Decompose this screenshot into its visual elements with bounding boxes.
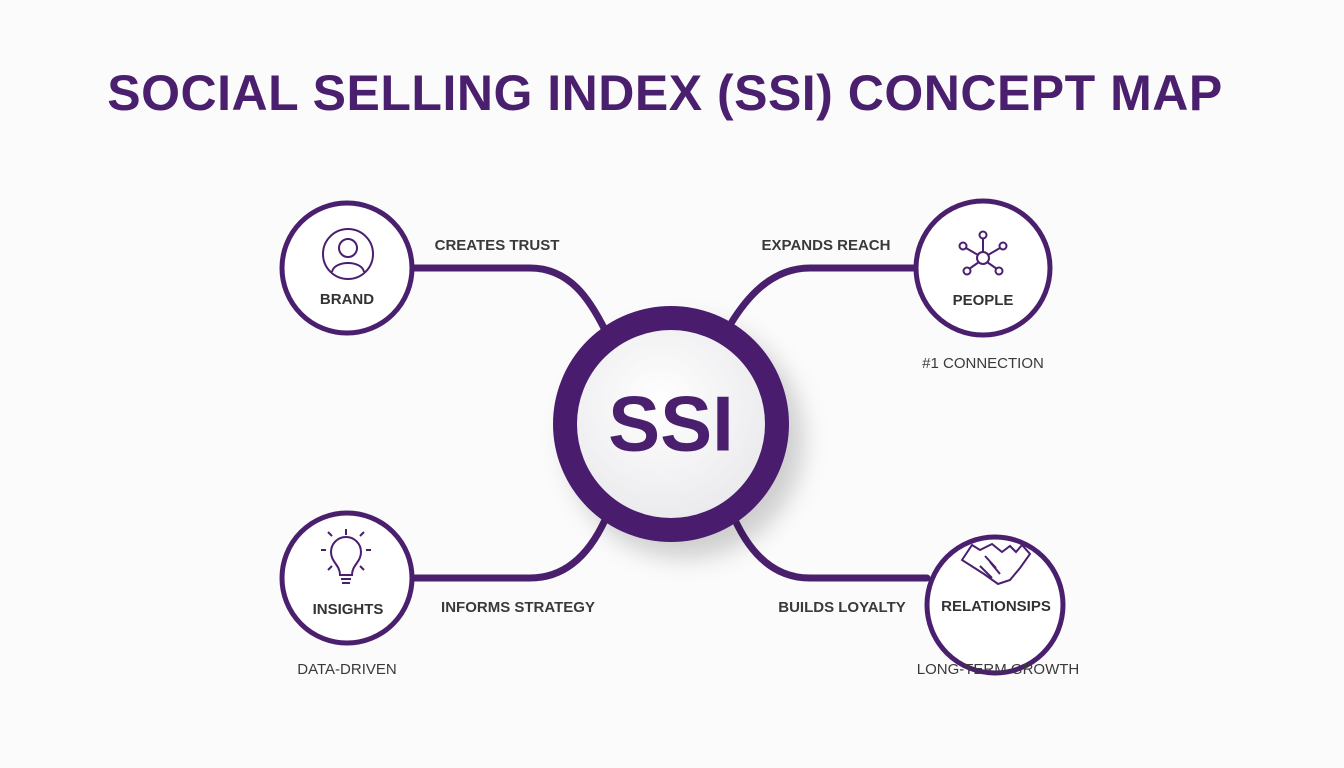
node-label-relationships: RELATIONSIPS	[941, 598, 1051, 615]
node-label-insights: INSIGHTS	[312, 601, 384, 618]
connector-relationships	[731, 516, 931, 582]
node-brand	[279, 200, 415, 336]
node-relationships	[924, 534, 1066, 676]
user-icon	[322, 228, 374, 280]
caption-people: #1 CONNECTION	[922, 355, 1044, 372]
network-icon	[958, 230, 1008, 276]
connector-insights	[408, 516, 609, 582]
edge-label-people: EXPANDS REACH	[761, 237, 891, 254]
node-people	[913, 198, 1053, 338]
edge-label-insights: INFORMS STRATEGY	[441, 599, 595, 616]
node-label-brand: BRAND	[319, 291, 375, 308]
caption-relationships: LONG-TERM GROWTH	[916, 661, 1080, 678]
node-label-people: PEOPLE	[952, 292, 1014, 309]
center-node	[553, 306, 789, 542]
edge-label-relationships: BUILDS LOYALTY	[778, 599, 906, 616]
handshake-icon	[960, 542, 1032, 586]
connector-people	[726, 264, 920, 329]
center-label: SSI	[608, 379, 734, 468]
edge-label-brand: CREATES TRUST	[434, 237, 560, 254]
page-title: SOCIAL SELLING INDEX (SSI) CONCEPT MAP	[107, 65, 1223, 121]
caption-insights: DATA-DRIVEN	[297, 661, 397, 678]
connector-brand	[408, 264, 609, 334]
lightbulb-icon	[321, 529, 371, 584]
